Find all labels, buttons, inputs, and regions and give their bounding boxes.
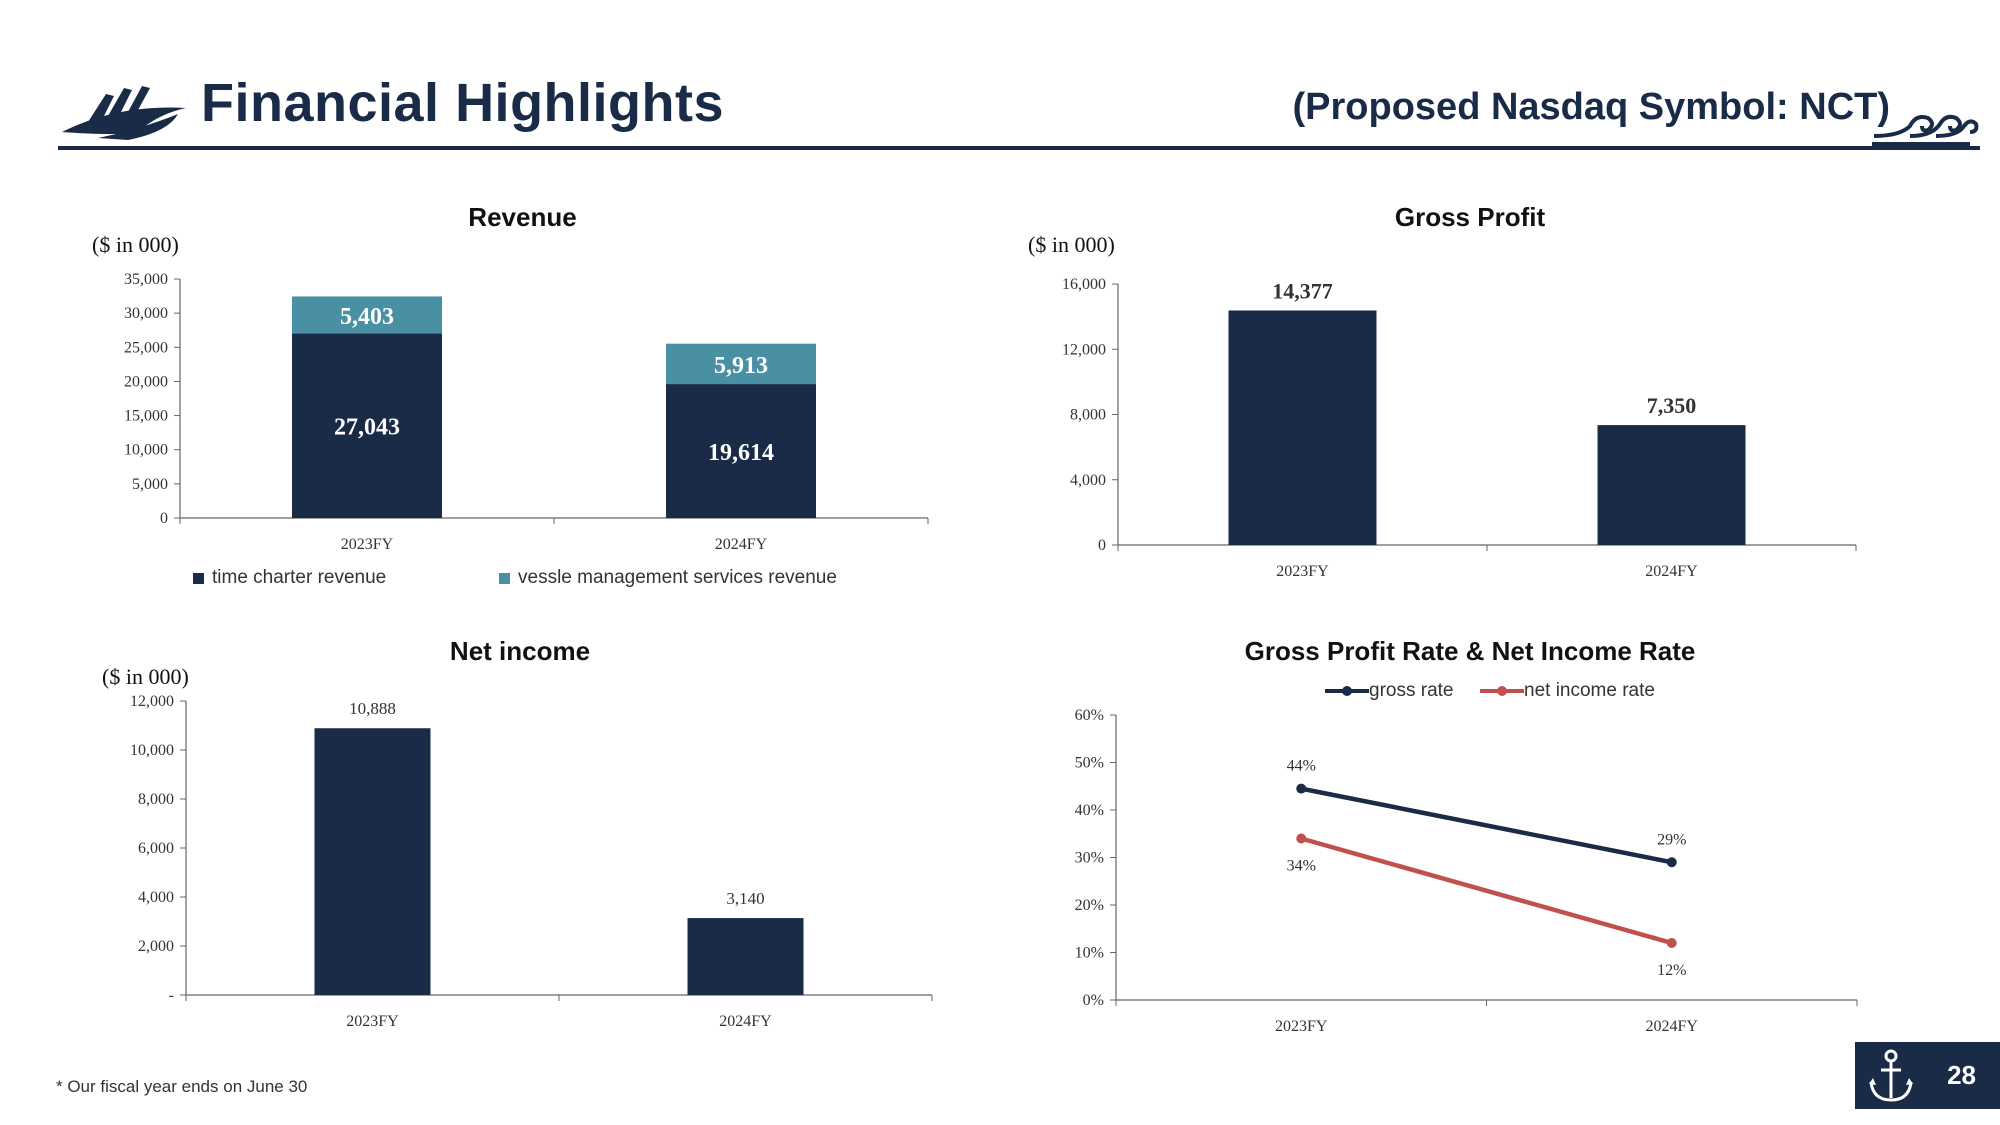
gross-profit-chart-title: Gross Profit [1394,202,1546,232]
data-label: 34% [1287,858,1316,875]
y-tick-label: 30% [1075,850,1104,867]
y-tick-label: 0 [160,510,168,527]
data-point [1296,783,1307,794]
bar [314,728,431,995]
legend-label: vessle management services revenue [518,567,837,588]
rates-legend-item-0: gross rate [1325,680,1453,702]
y-tick-label: 50% [1075,755,1104,772]
x-tick-label: 2024FY [1646,1018,1699,1035]
y-tick-label: 25,000 [124,339,168,356]
page-number-box: 28 [1855,1042,2000,1109]
legend-line-marker [1325,686,1369,696]
net-income-unit-label: ($ in 000) [102,664,189,689]
y-tick-label: 2,000 [138,938,174,955]
y-tick-label: 60% [1075,707,1104,724]
y-tick-label: 4,000 [138,889,174,906]
legend-swatch [499,572,510,584]
y-tick-label: 5,000 [132,476,168,493]
data-label: 3,140 [726,889,764,908]
slide-header: Financial Highlights (Proposed Nasdaq Sy… [58,60,1980,155]
x-tick-label: 2024FY [719,1013,772,1030]
series-line [1300,836,1673,946]
legend-line-marker [1480,686,1524,696]
series-line [1300,786,1673,865]
y-tick-label: 16,000 [1062,276,1106,293]
y-tick-label: 8,000 [138,791,174,808]
ship-icon [62,86,186,140]
page-subtitle: (Proposed Nasdaq Symbol: NCT) [1292,86,1891,128]
data-point [1666,857,1677,868]
y-tick-label: 30,000 [124,305,168,322]
data-point [1296,833,1307,844]
y-tick-label: 10,000 [124,442,168,459]
bar-segment [292,296,442,334]
data-label: 5,913 [714,353,768,379]
y-tick-label: - [169,987,174,1004]
data-label: 12% [1657,962,1686,979]
bar [1597,425,1746,545]
y-tick-label: 6,000 [138,840,174,857]
x-tick-label: 2023FY [341,536,394,553]
y-tick-label: 10,000 [130,742,174,759]
y-tick-label: 35,000 [124,271,168,288]
legend-swatch [193,572,204,584]
y-tick-label: 0 [1098,537,1106,554]
bar-segment [292,333,442,518]
bar-segment [666,384,816,518]
data-label: 27,043 [334,415,400,441]
x-tick-label: 2023FY [346,1013,399,1030]
revenue-unit-label: ($ in 000) [92,232,179,257]
net-income-chart-title: Net income [449,636,591,666]
x-tick-label: 2023FY [1275,1018,1328,1035]
bar-segment [666,343,816,385]
anchor-icon [1869,1049,1913,1102]
x-tick-label: 2024FY [1645,563,1698,580]
data-label: 14,377 [1272,278,1333,303]
data-label: 5,403 [340,304,394,330]
header-rule [58,146,1980,150]
y-tick-label: 4,000 [1070,472,1106,489]
revenue-legend-item-1: vessle management services revenue [499,567,837,589]
legend-label: gross rate [1369,680,1454,701]
revenue-chart-title: Revenue [468,202,577,232]
y-tick-label: 10% [1075,945,1104,962]
footnote: * Our fiscal year ends on June 30 [56,1077,308,1096]
data-label: 19,614 [708,440,774,466]
x-tick-label: 2023FY [1276,563,1329,580]
bar [1228,310,1377,545]
y-tick-label: 12,000 [130,693,174,710]
page-title: Financial Highlights [201,73,725,133]
y-tick-label: 12,000 [1062,341,1106,358]
legend-label: time charter revenue [212,567,387,588]
revenue-legend-item-0: time charter revenue [193,567,386,589]
data-point [1666,938,1677,948]
y-tick-label: 15,000 [124,408,168,425]
y-tick-label: 8,000 [1070,407,1106,424]
data-label: 10,888 [349,699,396,718]
page-number: 28 [1947,1060,1976,1090]
y-tick-label: 20% [1075,897,1104,914]
data-label: 29% [1657,831,1686,848]
bar [687,918,804,995]
y-tick-label: 40% [1075,802,1104,819]
data-label: 44% [1287,758,1316,775]
x-tick-label: 2024FY [715,536,768,553]
waves-icon [1872,114,1979,146]
rates-chart-title: Gross Profit Rate & Net Income Rate [1244,636,1696,666]
rates-legend-item-1: net income rate [1480,680,1655,702]
y-tick-label: 20,000 [124,373,168,390]
legend-label: net income rate [1524,680,1655,701]
gross-profit-unit-label: ($ in 000) [1028,232,1115,257]
data-label: 7,350 [1647,393,1697,418]
y-tick-label: 0% [1083,992,1104,1009]
